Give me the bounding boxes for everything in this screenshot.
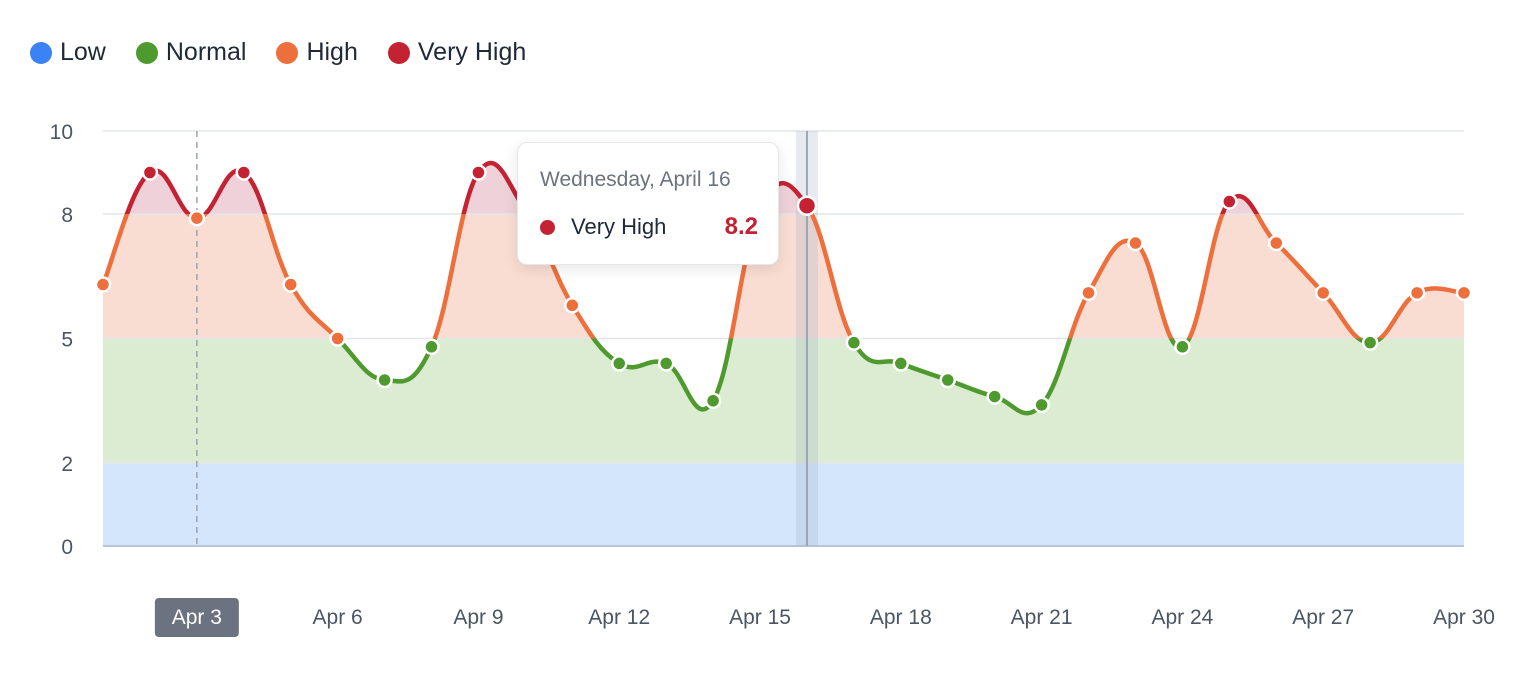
band-fill-normal	[103, 338, 1464, 463]
data-point	[282, 276, 299, 293]
y-tick-label: 0	[61, 536, 73, 559]
chart-legend: Low Normal High Very High	[30, 38, 526, 67]
data-point	[845, 334, 863, 351]
data-point	[188, 209, 206, 227]
x-tick-label: Apr 12	[588, 606, 650, 629]
data-point	[141, 164, 159, 181]
tooltip-date: Wednesday, April 16	[540, 168, 731, 191]
legend-dot-icon	[387, 41, 410, 64]
data-point	[376, 371, 393, 389]
data-point	[235, 164, 253, 181]
data-point	[1174, 338, 1191, 356]
x-tick-highlight	[154, 598, 239, 637]
legend-label: Normal	[165, 38, 247, 66]
data-point	[939, 371, 957, 389]
tooltip-value: 8.2	[724, 213, 758, 240]
legend-label: Low	[60, 38, 106, 66]
y-tick-label: 8	[61, 204, 73, 227]
data-point	[423, 338, 440, 356]
legend-item-very-high[interactable]: Very High	[387, 38, 527, 67]
x-tick-label: Apr 15	[729, 606, 791, 629]
series-line-high	[100, 214, 1467, 339]
x-tick-label: Apr 9	[453, 606, 503, 629]
data-point	[796, 195, 818, 216]
tooltip-row: Very High 8.2	[540, 213, 758, 241]
legend-dot-icon	[30, 41, 52, 64]
legend-label: High	[306, 38, 358, 66]
data-point	[1361, 334, 1379, 351]
x-tick-label: Apr 3	[172, 606, 222, 629]
data-point	[704, 392, 722, 409]
data-point	[1033, 396, 1050, 414]
data-point	[1455, 284, 1473, 302]
x-tick-label: Apr 18	[870, 606, 932, 629]
data-point	[892, 355, 910, 372]
band-fill-low	[103, 463, 1464, 546]
data-point	[1221, 193, 1238, 210]
chart-tooltip: Wednesday, April 16 Very High 8.2	[517, 142, 779, 265]
band-fills	[103, 163, 1464, 546]
x-tick-label: Apr 24	[1151, 606, 1213, 629]
x-tick-label: Apr 6	[313, 606, 363, 629]
data-point	[470, 164, 487, 181]
legend-dot-icon	[135, 41, 158, 64]
data-point	[1127, 234, 1144, 252]
tooltip-series-dot	[540, 219, 555, 235]
data-point	[986, 388, 1003, 405]
legend-item-normal[interactable]: Normal	[135, 38, 247, 67]
tooltip-series-label: Very High	[571, 214, 667, 239]
legend-label: Very High	[417, 38, 527, 66]
data-point	[564, 297, 581, 314]
x-tick-label: Apr 21	[1011, 606, 1073, 629]
legend-item-high[interactable]: High	[276, 38, 358, 67]
data-point	[1268, 234, 1285, 252]
data-point	[94, 276, 112, 293]
band-fill-high	[103, 214, 1464, 339]
y-tick-label: 10	[50, 121, 73, 144]
y-tick-label: 2	[61, 453, 73, 476]
legend-dot-icon	[276, 41, 299, 64]
data-point	[1408, 284, 1426, 302]
data-point	[657, 355, 675, 372]
data-point	[610, 355, 628, 372]
x-tick-label: Apr 30	[1433, 606, 1495, 629]
legend-item-low[interactable]: Low	[30, 38, 106, 67]
data-point	[329, 330, 346, 347]
x-tick-label: Apr 27	[1292, 606, 1354, 629]
data-point	[1314, 284, 1332, 302]
data-point	[1080, 284, 1097, 302]
y-tick-label: 5	[61, 329, 73, 352]
